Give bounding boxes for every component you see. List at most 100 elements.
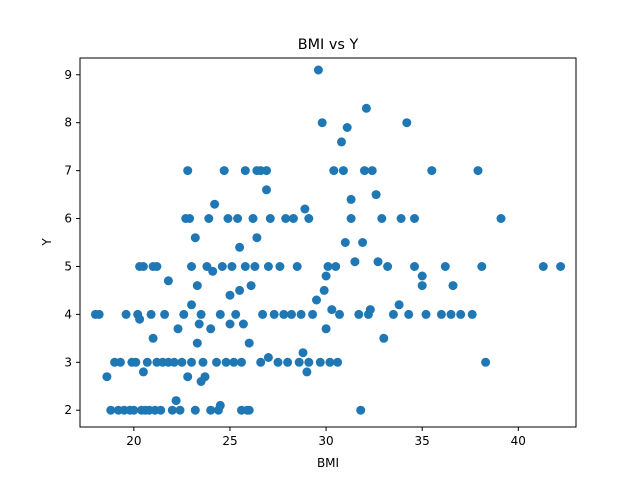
data-point xyxy=(235,285,245,295)
data-point xyxy=(244,405,254,415)
data-point xyxy=(215,309,225,319)
data-point xyxy=(156,405,166,415)
data-point xyxy=(340,238,350,247)
data-point xyxy=(237,357,246,367)
data-point xyxy=(556,262,566,271)
data-point xyxy=(448,281,458,291)
data-point xyxy=(131,357,141,367)
data-point xyxy=(473,166,483,176)
data-point xyxy=(421,309,431,319)
data-point xyxy=(394,300,404,310)
data-point xyxy=(338,166,348,176)
data-point xyxy=(190,405,200,415)
data-point xyxy=(361,103,371,113)
data-point xyxy=(223,214,233,223)
data-point xyxy=(388,309,398,319)
data-point xyxy=(208,266,218,276)
x-tick-label: 40 xyxy=(511,434,526,448)
data-point xyxy=(173,324,183,334)
data-point xyxy=(410,262,419,271)
data-point xyxy=(250,262,260,271)
data-point xyxy=(94,309,104,319)
data-point xyxy=(477,262,487,271)
data-point xyxy=(198,357,208,367)
data-point xyxy=(192,281,202,291)
data-point xyxy=(240,166,250,176)
data-point xyxy=(379,333,389,343)
data-point xyxy=(171,396,181,406)
data-point xyxy=(333,357,343,367)
data-point xyxy=(279,309,289,319)
data-points xyxy=(90,65,566,415)
data-point xyxy=(538,262,548,271)
x-tick-label: 30 xyxy=(318,434,333,448)
data-point xyxy=(335,309,344,319)
y-tick-label: 4 xyxy=(64,307,72,321)
data-point xyxy=(256,357,266,367)
data-point xyxy=(321,324,331,334)
data-point xyxy=(296,309,306,319)
data-point xyxy=(263,262,273,271)
data-point xyxy=(263,353,273,362)
data-point xyxy=(187,300,196,310)
data-point xyxy=(275,262,285,271)
data-point xyxy=(146,309,156,319)
data-point xyxy=(327,305,337,315)
data-point xyxy=(210,199,220,209)
x-tick-label: 35 xyxy=(415,434,430,448)
data-point xyxy=(281,214,291,223)
data-point xyxy=(148,333,158,343)
data-point xyxy=(456,309,466,319)
data-point xyxy=(258,309,268,319)
data-point xyxy=(323,262,333,271)
data-point xyxy=(240,262,250,271)
y-tick-label: 9 xyxy=(64,68,72,82)
data-point xyxy=(160,309,170,319)
data-point xyxy=(206,324,216,334)
data-point xyxy=(417,281,427,291)
data-point xyxy=(227,262,237,271)
data-point xyxy=(342,123,352,132)
data-point xyxy=(308,309,318,319)
data-point xyxy=(377,214,387,223)
data-point xyxy=(244,338,254,348)
data-point xyxy=(367,166,377,176)
y-tick-label: 8 xyxy=(64,116,72,130)
data-point xyxy=(313,65,323,75)
data-point xyxy=(298,348,308,358)
data-point xyxy=(346,194,356,204)
data-point xyxy=(436,309,446,319)
data-point xyxy=(373,257,383,267)
data-point xyxy=(246,281,256,291)
data-point xyxy=(204,214,214,223)
data-point xyxy=(192,338,202,348)
data-point xyxy=(446,309,456,319)
data-point xyxy=(371,190,381,200)
data-point xyxy=(346,214,356,223)
data-point xyxy=(481,357,491,367)
y-tick-label: 5 xyxy=(64,259,72,273)
data-point xyxy=(102,372,112,382)
data-point xyxy=(152,262,162,271)
data-point xyxy=(300,204,310,214)
data-point xyxy=(225,290,235,300)
data-point xyxy=(283,357,293,367)
data-point xyxy=(350,257,360,267)
data-point xyxy=(269,309,279,319)
data-point xyxy=(360,166,369,176)
data-point xyxy=(121,309,131,319)
data-point xyxy=(115,357,125,367)
data-point xyxy=(331,262,341,271)
data-point xyxy=(304,357,314,367)
y-tick-label: 3 xyxy=(64,355,72,369)
data-point xyxy=(217,262,227,271)
data-point xyxy=(329,166,339,176)
data-point xyxy=(235,242,245,252)
data-point xyxy=(163,276,173,286)
data-point xyxy=(142,357,152,367)
data-point xyxy=(440,262,450,271)
data-point xyxy=(238,319,248,329)
plot-frame xyxy=(79,57,577,428)
data-point xyxy=(212,357,221,367)
